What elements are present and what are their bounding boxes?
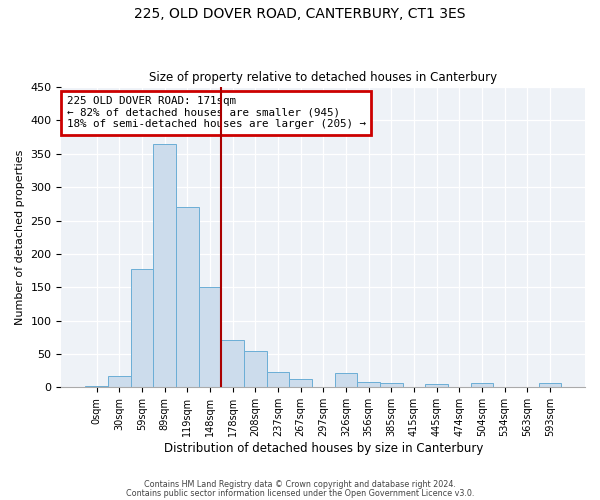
Y-axis label: Number of detached properties: Number of detached properties — [15, 150, 25, 325]
Text: 225, OLD DOVER ROAD, CANTERBURY, CT1 3ES: 225, OLD DOVER ROAD, CANTERBURY, CT1 3ES — [134, 8, 466, 22]
Bar — [266, 372, 289, 388]
Text: Contains public sector information licensed under the Open Government Licence v3: Contains public sector information licen… — [126, 488, 474, 498]
Bar — [176, 207, 199, 388]
Bar — [153, 144, 176, 388]
Bar — [199, 287, 221, 388]
Bar — [131, 269, 153, 388]
Bar — [221, 340, 244, 388]
Bar — [357, 382, 380, 388]
Bar — [108, 376, 131, 388]
Bar — [425, 384, 448, 388]
Text: 225 OLD DOVER ROAD: 171sqm
← 82% of detached houses are smaller (945)
18% of sem: 225 OLD DOVER ROAD: 171sqm ← 82% of deta… — [67, 96, 365, 130]
Bar — [85, 386, 108, 388]
Bar — [289, 380, 312, 388]
X-axis label: Distribution of detached houses by size in Canterbury: Distribution of detached houses by size … — [164, 442, 483, 455]
Bar — [244, 352, 266, 388]
Bar — [335, 374, 357, 388]
Title: Size of property relative to detached houses in Canterbury: Size of property relative to detached ho… — [149, 72, 497, 85]
Text: Contains HM Land Registry data © Crown copyright and database right 2024.: Contains HM Land Registry data © Crown c… — [144, 480, 456, 489]
Bar — [470, 384, 493, 388]
Bar — [380, 384, 403, 388]
Bar — [539, 384, 561, 388]
